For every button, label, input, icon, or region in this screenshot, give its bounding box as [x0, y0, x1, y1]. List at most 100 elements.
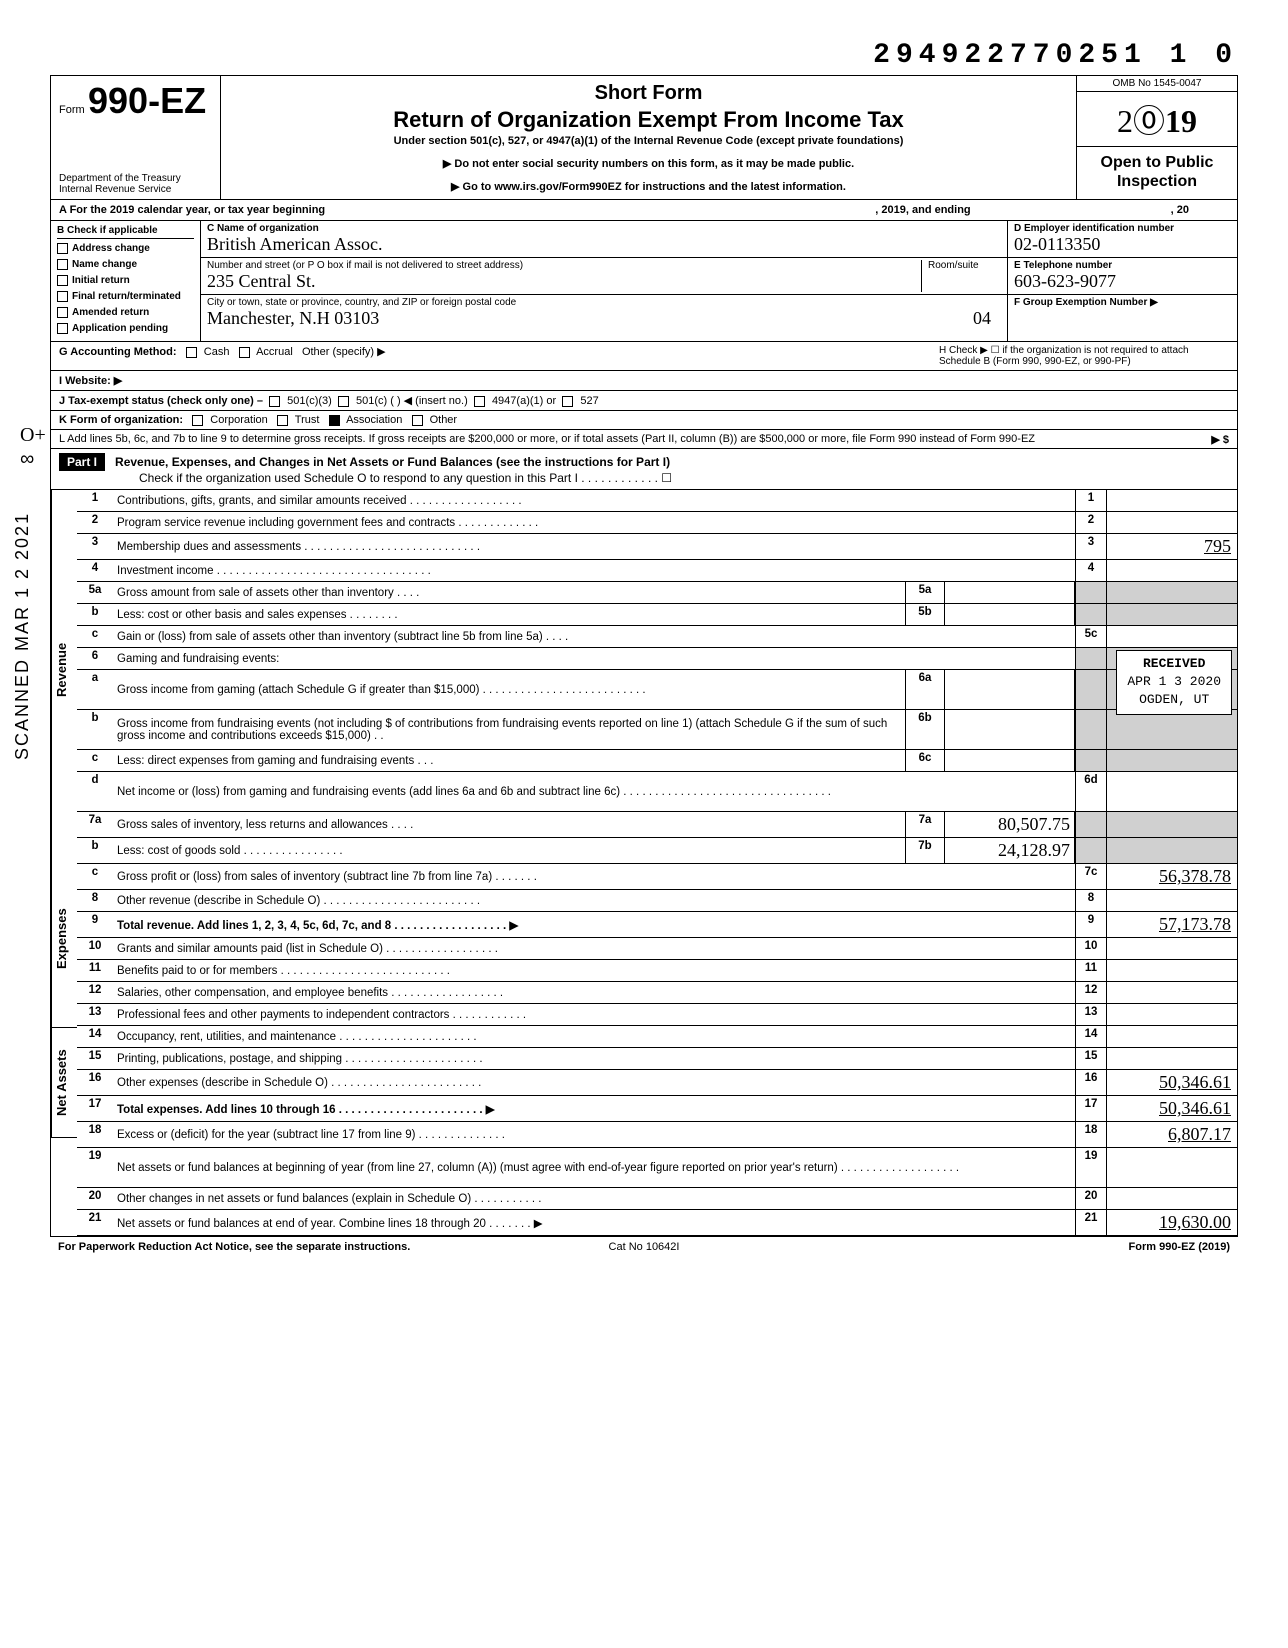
check-cash[interactable] — [186, 347, 197, 358]
line-desc-6b: Gross income from fundraising events (no… — [113, 710, 905, 749]
check-501c3[interactable] — [269, 396, 280, 407]
part1-label: Part I — [59, 453, 105, 471]
check-501c[interactable] — [338, 396, 349, 407]
line-1: 1Contributions, gifts, grants, and simil… — [77, 490, 1237, 512]
line-num-5a: 5a — [77, 582, 113, 603]
line-17: 17Total expenses. Add lines 10 through 1… — [77, 1096, 1237, 1122]
mid-label-6c: 6c — [905, 750, 945, 771]
right-num-16: 16 — [1075, 1070, 1107, 1095]
i-website-label: I Website: ▶ — [59, 375, 122, 387]
right-val-6b — [1107, 710, 1237, 749]
note-goto: Go to www.irs.gov/Form990EZ for instruct… — [231, 180, 1066, 193]
line-10: 10Grants and similar amounts paid (list … — [77, 938, 1237, 960]
right-val-11 — [1107, 960, 1237, 981]
footer-left: For Paperwork Reduction Act Notice, see … — [58, 1241, 449, 1253]
line-14: 14Occupancy, rent, utilities, and mainte… — [77, 1026, 1237, 1048]
line-num-6c: c — [77, 750, 113, 771]
line-num-6: 6 — [77, 648, 113, 669]
line-15: 15Printing, publications, postage, and s… — [77, 1048, 1237, 1070]
line-desc-10: Grants and similar amounts paid (list in… — [113, 938, 1075, 959]
right-num-11: 11 — [1075, 960, 1107, 981]
check-527[interactable] — [562, 396, 573, 407]
line-desc-6c: Less: direct expenses from gaming and fu… — [113, 750, 905, 771]
c-addr-label: Number and street (or P O box if mail is… — [207, 260, 921, 271]
check-final-return[interactable]: Final return/terminated — [57, 289, 194, 305]
check-other[interactable] — [412, 415, 423, 426]
line-desc-7c: Gross profit or (loss) from sales of inv… — [113, 864, 1075, 889]
document-id-number: 294922770251 1 0 — [50, 40, 1238, 71]
line-num-6b: b — [77, 710, 113, 749]
right-num-15: 15 — [1075, 1048, 1107, 1069]
tax-year: 2⓪19 — [1077, 92, 1237, 147]
mid-val-6a — [945, 670, 1075, 709]
l-arrow: ▶ $ — [1211, 433, 1229, 446]
right-num-18: 18 — [1075, 1122, 1107, 1147]
right-num-6 — [1075, 648, 1107, 669]
right-val-1 — [1107, 490, 1237, 511]
line-desc-6d: Net income or (loss) from gaming and fun… — [113, 772, 1075, 811]
right-num-8: 8 — [1075, 890, 1107, 911]
right-val-9: 57,173.78 — [1107, 912, 1237, 937]
check-amended-return[interactable]: Amended return — [57, 305, 194, 321]
right-num-13: 13 — [1075, 1004, 1107, 1025]
line-num-9: 9 — [77, 912, 113, 937]
mid-label-7b: 7b — [905, 838, 945, 863]
right-num-6b — [1075, 710, 1107, 749]
line-num-7b: b — [77, 838, 113, 863]
form-prefix: Form — [59, 104, 85, 116]
scanned-stamp: SCANNED MAR 1 2 2021 — [12, 512, 33, 760]
c-addr-value: 235 Central St. — [207, 271, 921, 292]
right-val-6c — [1107, 750, 1237, 771]
line-12: 12Salaries, other compensation, and empl… — [77, 982, 1237, 1004]
right-num-14: 14 — [1075, 1026, 1107, 1047]
part1-title: Revenue, Expenses, and Changes in Net As… — [115, 455, 670, 469]
check-4947[interactable] — [474, 396, 485, 407]
line-desc-6a: Gross income from gaming (attach Schedul… — [113, 670, 905, 709]
mid-val-6b — [945, 710, 1075, 749]
line-desc-5c: Gain or (loss) from sale of assets other… — [113, 626, 1075, 647]
check-address-change[interactable]: Address change — [57, 241, 194, 257]
line-num-2: 2 — [77, 512, 113, 533]
check-application-pending[interactable]: Application pending — [57, 321, 194, 337]
line-5a: 5aGross amount from sale of assets other… — [77, 582, 1237, 604]
check-initial-return[interactable]: Initial return — [57, 273, 194, 289]
mid-val-7a: 80,507.75 — [945, 812, 1075, 837]
line-num-17: 17 — [77, 1096, 113, 1121]
right-val-8 — [1107, 890, 1237, 911]
line-5c: cGain or (loss) from sale of assets othe… — [77, 626, 1237, 648]
line-16: 16Other expenses (describe in Schedule O… — [77, 1070, 1237, 1096]
c-name-value: British American Assoc. — [207, 234, 1001, 255]
check-corp[interactable] — [192, 415, 203, 426]
line-num-10: 10 — [77, 938, 113, 959]
right-val-10 — [1107, 938, 1237, 959]
line-desc-16: Other expenses (describe in Schedule O) … — [113, 1070, 1075, 1095]
right-val-7a — [1107, 812, 1237, 837]
mid-label-5b: 5b — [905, 604, 945, 625]
check-assoc[interactable] — [329, 415, 340, 426]
line-num-20: 20 — [77, 1188, 113, 1209]
line-desc-4: Investment income . . . . . . . . . . . … — [113, 560, 1075, 581]
c-city-value: Manchester, N.H 03103 — [207, 308, 973, 329]
line-13: 13Professional fees and other payments t… — [77, 1004, 1237, 1026]
line-4: 4Investment income . . . . . . . . . . .… — [77, 560, 1237, 582]
open-to-public: Open to Public Inspection — [1077, 147, 1237, 197]
mid-label-5a: 5a — [905, 582, 945, 603]
line-desc-11: Benefits paid to or for members . . . . … — [113, 960, 1075, 981]
right-num-19: 19 — [1075, 1148, 1107, 1187]
f-group-label: F Group Exemption Number ▶ — [1014, 297, 1231, 308]
check-name-change[interactable]: Name change — [57, 257, 194, 273]
g-label: G Accounting Method: — [59, 346, 177, 358]
line-desc-9: Total revenue. Add lines 1, 2, 3, 4, 5c,… — [113, 912, 1075, 937]
right-num-5a — [1075, 582, 1107, 603]
check-trust[interactable] — [277, 415, 288, 426]
right-num-7b — [1075, 838, 1107, 863]
check-accrual[interactable] — [239, 347, 250, 358]
right-num-6d: 6d — [1075, 772, 1107, 811]
line-18: 18Excess or (deficit) for the year (subt… — [77, 1122, 1237, 1148]
right-val-5a — [1107, 582, 1237, 603]
row-a-right: , 20 — [1171, 204, 1189, 216]
line-desc-15: Printing, publications, postage, and shi… — [113, 1048, 1075, 1069]
line-desc-13: Professional fees and other payments to … — [113, 1004, 1075, 1025]
right-val-5c — [1107, 626, 1237, 647]
line-desc-14: Occupancy, rent, utilities, and maintena… — [113, 1026, 1075, 1047]
